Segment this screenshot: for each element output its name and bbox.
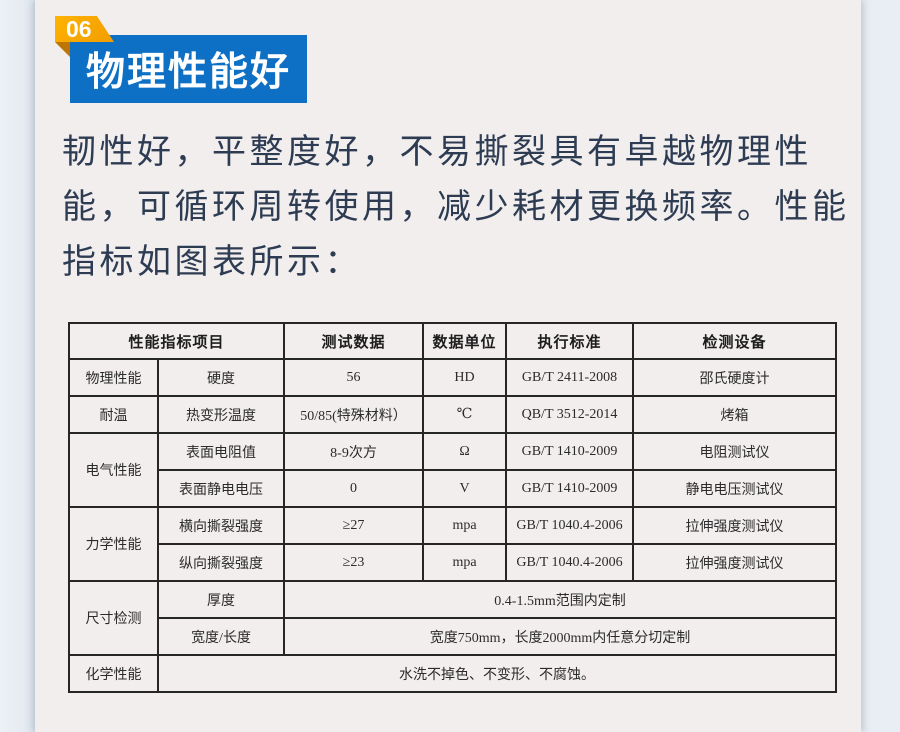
section-title-banner: 物理性能好: [70, 35, 307, 103]
cell-category: 电气性能: [68, 432, 159, 508]
cell-item: 表面电阻值: [156, 432, 286, 471]
header-item: 性能指标项目: [67, 322, 286, 360]
cell-item: 表面静电电压: [156, 469, 286, 508]
cell-device: 静电电压测试仪: [632, 469, 838, 508]
cell-standard: GB/T 2411-2008: [505, 358, 635, 397]
table-row: 耐温 热变形温度 50/85(特殊材料） ℃ QB/T 3512-2014 烤箱: [68, 395, 838, 434]
cell-device: 烤箱: [632, 395, 838, 434]
table-row: 纵向撕裂强度 ≥23 mpa GB/T 1040.4-2006 拉伸强度测试仪: [69, 543, 838, 582]
cell-standard: GB/T 1410-2009: [505, 469, 635, 508]
cell-value: ≥23: [283, 543, 425, 582]
header-standard: 执行标准: [505, 322, 635, 360]
cell-merged-note: 水洗不掉色、不变形、不腐蚀。: [156, 654, 838, 693]
table-row: 物理性能 硬度 56 HD GB/T 2411-2008 邵氏硬度计: [68, 358, 838, 397]
cell-value: 0: [283, 469, 425, 508]
cell-category: 耐温: [68, 395, 159, 434]
cell-item: 热变形温度: [156, 395, 286, 434]
header-test-data: 测试数据: [283, 322, 425, 360]
table-header-row: 性能指标项目 测试数据 数据单位 执行标准 检测设备: [67, 322, 838, 360]
performance-spec-table: 性能指标项目 测试数据 数据单位 执行标准 检测设备 物理性能 硬度 56 HD…: [67, 322, 838, 693]
cell-merged-note: 0.4-1.5mm范围内定制: [283, 580, 838, 619]
table-row: 宽度/长度 宽度750mm，长度2000mm内任意分切定制: [69, 617, 838, 656]
cell-device: 电阻测试仪: [632, 432, 838, 471]
cell-item: 硬度: [156, 358, 286, 397]
section-title: 物理性能好: [86, 51, 292, 94]
cell-standard: GB/T 1040.4-2006: [505, 543, 635, 582]
cell-merged-note: 宽度750mm，长度2000mm内任意分切定制: [283, 617, 838, 656]
cell-item: 纵向撕裂强度: [156, 543, 286, 582]
intro-paragraph: 韧性好，平整度好，不易撕裂具有卓越物理性 能，可循环周转使用，减少耗材更换频率。…: [62, 125, 857, 290]
cell-category: 尺寸检测: [68, 580, 159, 656]
badge-fold-triangle: [55, 42, 70, 57]
cell-category: 物理性能: [68, 358, 159, 397]
cell-standard: GB/T 1410-2009: [505, 432, 635, 471]
table-row: 电气性能 表面电阻值 8-9次方 Ω GB/T 1410-2009 电阻测试仪: [68, 432, 838, 508]
cell-device: 邵氏硬度计: [632, 358, 838, 397]
cell-item: 横向撕裂强度: [156, 506, 286, 545]
cell-value: 8-9次方: [283, 432, 425, 471]
table-row: 化学性能 水洗不掉色、不变形、不腐蚀。: [68, 654, 838, 693]
content-area: 物理性能好 06 韧性好，平整度好，不易撕裂具有卓越物理性 能，可循环周转使用，…: [35, 0, 861, 732]
cell-unit: HD: [422, 358, 508, 397]
intro-line-1: 韧性好，平整度好，不易撕裂具有卓越物理性: [62, 133, 812, 171]
cell-value: ≥27: [283, 506, 425, 545]
cell-device: 拉伸强度测试仪: [632, 543, 838, 582]
intro-line-3: 指标如图表所示：: [62, 243, 362, 281]
cell-device: 拉伸强度测试仪: [632, 506, 838, 545]
cell-unit: Ω: [422, 432, 508, 471]
table-row: 表面静电电压 0 V GB/T 1410-2009 静电电压测试仪: [69, 469, 838, 508]
cell-unit: ℃: [422, 395, 508, 434]
cell-category: 化学性能: [68, 654, 159, 693]
table-row: 力学性能 横向撕裂强度 ≥27 mpa GB/T 1040.4-2006 拉伸强…: [68, 506, 838, 582]
table-row: 尺寸检测 厚度 0.4-1.5mm范围内定制: [68, 580, 838, 656]
cell-item: 宽度/长度: [156, 617, 286, 656]
cell-value: 50/85(特殊材料）: [283, 395, 425, 434]
header-unit: 数据单位: [422, 322, 508, 360]
cell-category: 力学性能: [68, 506, 159, 582]
section-number-badge: 06: [55, 16, 114, 42]
header-device: 检测设备: [632, 322, 838, 360]
cell-item: 厚度: [156, 580, 286, 619]
intro-line-2: 能，可循环周转使用，减少耗材更换频率。性能: [62, 188, 850, 226]
cell-standard: QB/T 3512-2014: [505, 395, 635, 434]
cell-unit: mpa: [422, 543, 508, 582]
cell-unit: V: [422, 469, 508, 508]
cell-unit: mpa: [422, 506, 508, 545]
cell-standard: GB/T 1040.4-2006: [505, 506, 635, 545]
cell-value: 56: [283, 358, 425, 397]
